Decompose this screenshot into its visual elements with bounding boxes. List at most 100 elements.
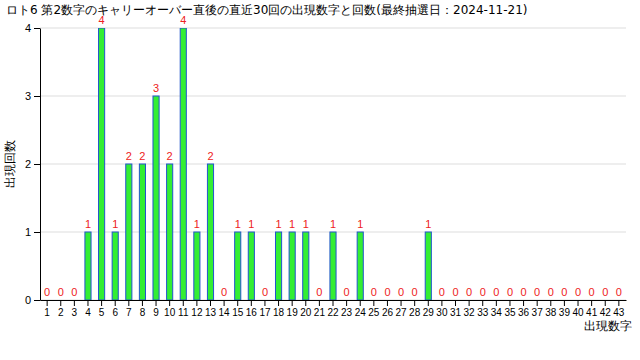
tick-label: 21 (314, 307, 326, 318)
tick-mark (156, 300, 157, 306)
bar (425, 232, 431, 300)
plot: 0123412345678910111213141516171819202122… (25, 14, 627, 318)
x-axis-title: 出現数字 (584, 319, 632, 333)
tick-label: 43 (613, 307, 625, 318)
data-label: 0 (58, 286, 64, 298)
data-label: 2 (126, 150, 132, 162)
tick-mark (34, 164, 40, 165)
tick-label: 14 (219, 307, 231, 318)
data-label: 0 (262, 286, 268, 298)
data-label: 0 (452, 286, 458, 298)
chart: 0123412345678910111213141516171819202122… (0, 0, 640, 360)
tick-mark (319, 300, 320, 306)
tick-mark (346, 300, 347, 306)
bar (371, 300, 377, 301)
tick-label: 36 (518, 307, 530, 318)
tick-mark (509, 300, 510, 306)
tick: 31 (450, 300, 462, 318)
tick-label: 18 (273, 307, 285, 318)
tick: 3 (72, 300, 78, 318)
tick-mark (251, 300, 252, 306)
tick-label: 27 (395, 307, 407, 318)
tick: 27 (395, 300, 407, 318)
tick: 9 (153, 300, 159, 318)
tick: 25 (368, 300, 380, 318)
bar (316, 300, 322, 301)
tick-mark (537, 300, 538, 306)
tick: 22 (327, 300, 339, 318)
bar (58, 300, 64, 301)
tick: 41 (586, 300, 598, 318)
bar (452, 300, 458, 301)
tick-mark (333, 300, 334, 306)
bar (439, 300, 445, 301)
grid (40, 28, 626, 300)
data-label: 1 (112, 218, 118, 230)
tick-mark (441, 300, 442, 306)
tick: 11 (178, 300, 189, 318)
tick-mark (115, 300, 116, 306)
tick-label: 17 (259, 307, 271, 318)
data-label: 1 (275, 218, 281, 230)
tick-mark (414, 300, 415, 306)
tick-label: 20 (300, 307, 312, 318)
tick-label: 0 (25, 294, 31, 306)
bar (235, 232, 241, 300)
tick: 29 (423, 300, 435, 318)
x-axis: 1234567891011121314151617181920212223242… (41, 300, 627, 318)
tick: 23 (341, 300, 353, 318)
bar (139, 164, 145, 300)
data-label: 0 (439, 286, 445, 298)
tick-mark (278, 300, 279, 306)
data-label: 0 (480, 286, 486, 298)
tick: 0 (25, 294, 40, 306)
data-label: 0 (575, 286, 581, 298)
bar (480, 300, 486, 301)
tick-label: 34 (491, 307, 503, 318)
tick-label: 2 (58, 307, 64, 318)
tick: 4 (25, 22, 40, 34)
bar (71, 300, 77, 301)
bar (466, 300, 472, 301)
data-label: 3 (153, 82, 159, 94)
bar (167, 164, 173, 300)
tick: 39 (559, 300, 571, 318)
tick-mark (605, 300, 606, 306)
data-label: 0 (507, 286, 513, 298)
data-label: 1 (303, 218, 309, 230)
tick-label: 38 (545, 307, 557, 318)
tick: 7 (126, 300, 132, 318)
data-label: 0 (71, 286, 77, 298)
bar (180, 28, 186, 300)
tick: 38 (545, 300, 557, 318)
tick-label: 39 (559, 307, 571, 318)
data-label: 0 (371, 286, 377, 298)
tick-mark (305, 300, 306, 306)
tick: 42 (600, 300, 612, 318)
tick-mark (264, 300, 265, 306)
bar (99, 28, 105, 300)
data-label: 0 (548, 286, 554, 298)
data-label: 0 (384, 286, 390, 298)
tick-mark (224, 300, 225, 306)
bar (262, 300, 268, 301)
tick-label: 10 (164, 307, 176, 318)
tick-label: 42 (600, 307, 612, 318)
tick-mark (360, 300, 361, 306)
bar (602, 300, 608, 301)
tick-mark (34, 232, 40, 233)
data-label: 0 (602, 286, 608, 298)
tick-mark (34, 96, 40, 97)
axis-line (40, 29, 41, 301)
bar (289, 232, 295, 300)
tick-label: 30 (436, 307, 448, 318)
tick-label: 22 (327, 307, 339, 318)
data-label: 0 (221, 286, 227, 298)
y-axis-title: 出現回数 (3, 140, 17, 188)
tick-mark (34, 300, 40, 301)
tick: 5 (99, 300, 105, 318)
tick-label: 1 (25, 226, 31, 238)
bar (153, 96, 159, 300)
tick-mark (60, 300, 61, 306)
tick: 13 (205, 300, 217, 318)
